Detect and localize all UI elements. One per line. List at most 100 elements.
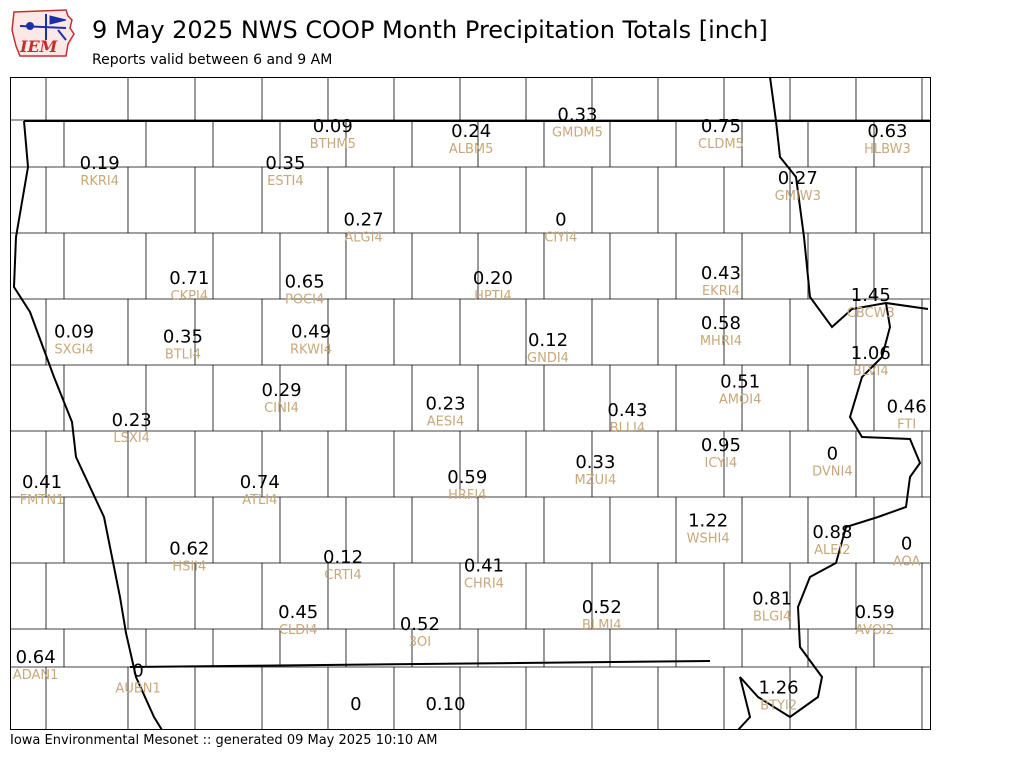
footer-credit: Iowa Environmental Mesonet :: generated …: [10, 733, 438, 748]
station-value: 0.10: [425, 694, 465, 715]
station-value: 0: [827, 443, 838, 464]
station-id: AUBN1: [115, 682, 160, 697]
station-id: GNDI4: [527, 351, 569, 366]
station-value: 0.27: [344, 210, 384, 231]
station-value: 0.43: [607, 400, 647, 421]
station-id: BTHM5: [310, 137, 356, 152]
station-id: FTI: [897, 418, 916, 433]
station-value: 0.41: [464, 555, 504, 576]
station-id: ADAN1: [13, 668, 59, 683]
station-id: ALGI4: [344, 231, 382, 246]
station-id: CINI4: [264, 401, 299, 416]
station-value: 0.24: [451, 121, 491, 142]
station-value: 0.35: [163, 327, 203, 348]
station-value: 0.33: [575, 452, 615, 473]
station-value: 0.23: [112, 410, 152, 431]
station-value: 0.46: [887, 397, 927, 418]
station-id: HSII4: [172, 560, 206, 575]
station-marker: 0: [350, 694, 361, 715]
station-value: 0: [555, 210, 566, 231]
station-value: 0.59: [447, 467, 487, 488]
station-id: MHRI4: [700, 334, 742, 349]
station-id: SXGI4: [54, 343, 93, 358]
state-borders: [12, 77, 930, 730]
station-id: CKPI4: [171, 289, 209, 304]
station-id: BTYI2: [760, 698, 797, 713]
station-value: 0.43: [701, 263, 741, 284]
iem-logo: IEM: [11, 9, 75, 57]
county-boundaries: [10, 77, 931, 730]
station-value: 0.19: [80, 153, 120, 174]
station-value: 0.23: [425, 393, 465, 414]
station-value: 0.75: [701, 116, 741, 137]
station-id: BLLI4: [610, 421, 646, 436]
station-value: 0.62: [169, 539, 209, 560]
station-id: CHRI4: [464, 576, 504, 591]
map-subtitle: Reports valid between 6 and 9 AM: [92, 52, 333, 68]
station-value: 0.49: [291, 322, 331, 343]
station-id: BTLI4: [165, 348, 201, 363]
svg-text:IEM: IEM: [19, 37, 59, 56]
station-value: 0.09: [54, 322, 94, 343]
station-id: CRTI4: [324, 568, 361, 583]
station-id: HLBW3: [864, 142, 911, 157]
station-id: BLMI4: [582, 618, 621, 633]
station-value: 0.45: [278, 602, 318, 623]
station-id: HPTI4: [474, 289, 512, 304]
station-value: 0.88: [812, 522, 852, 543]
station-id: ALBM5: [449, 142, 494, 157]
station-id: FMTN1: [20, 493, 65, 508]
station-value: 0.81: [752, 589, 792, 610]
station-value: 0.71: [169, 268, 209, 289]
station-value: 0.52: [582, 597, 622, 618]
station-id: EKRI4: [702, 284, 740, 299]
station-value: 0.63: [867, 121, 907, 142]
station-value: 0.35: [265, 153, 305, 174]
station-id: AVOI2: [855, 623, 894, 638]
station-value: 0: [901, 534, 912, 555]
station-value: 0.58: [701, 313, 741, 334]
station-id: RKRI4: [80, 174, 119, 189]
station-value: 0: [350, 694, 361, 715]
station-id: WSHI4: [687, 531, 730, 546]
station-value: 1.26: [759, 677, 799, 698]
station-value: 0.52: [400, 614, 440, 635]
state-border: [769, 77, 929, 329]
state-border: [12, 120, 163, 730]
station-marker: 0.10: [425, 694, 465, 715]
